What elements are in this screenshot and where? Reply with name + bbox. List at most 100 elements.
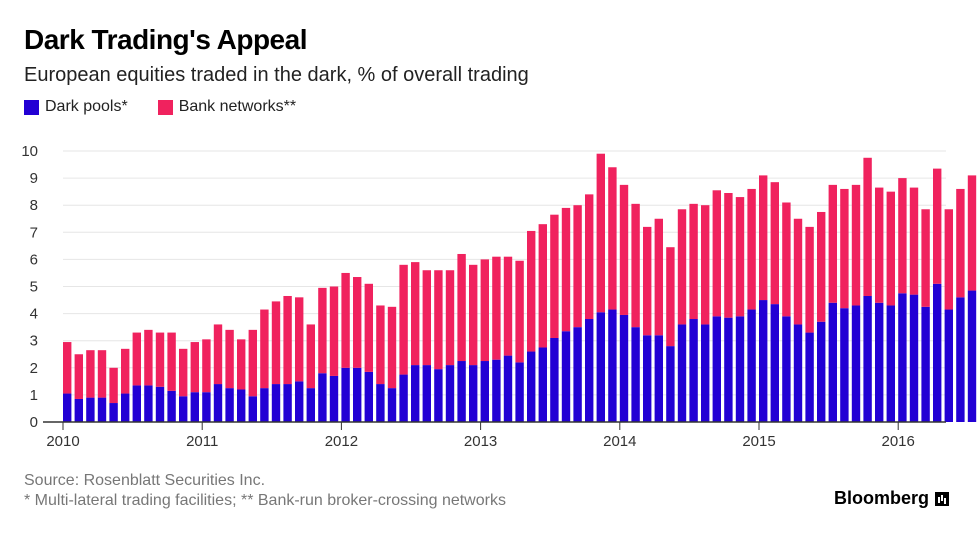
bar-dark-pools: [376, 384, 385, 422]
bar-bank-networks: [387, 306, 397, 389]
bar-bank-networks: [248, 329, 257, 397]
x-tick-label: 2014: [603, 433, 636, 450]
bar-bank-networks: [202, 339, 211, 393]
bar-bank-networks: [782, 202, 791, 317]
bar-bank-networks: [677, 209, 687, 325]
bar-bank-networks: [190, 342, 199, 393]
bar-bank-networks: [585, 194, 594, 320]
legend-swatch-dark-pools: [24, 99, 39, 115]
bar-dark-pools: [886, 305, 895, 422]
y-tick-label: 4: [30, 306, 38, 323]
bar-bank-networks: [329, 286, 339, 376]
source-note: Source: Rosenblatt Securities Inc.: [24, 472, 266, 489]
bar-dark-pools: [179, 396, 188, 422]
bar-bank-networks: [97, 350, 107, 398]
y-tick-label: 2: [30, 360, 38, 377]
bar-dark-pools: [573, 327, 582, 422]
bar-dark-pools: [851, 305, 861, 422]
brand-name: Bloomberg: [833, 488, 929, 508]
bar-dark-pools: [271, 384, 281, 422]
bar-bank-networks: [74, 354, 83, 399]
bar-dark-pools: [190, 392, 199, 422]
bar-bank-networks: [817, 211, 826, 322]
bar-dark-pools: [318, 373, 327, 422]
bar-bank-networks: [515, 260, 524, 363]
bar-bank-networks: [724, 193, 733, 318]
bar-dark-pools: [492, 359, 501, 422]
bar-dark-pools: [306, 388, 315, 422]
bar-bank-networks: [179, 348, 188, 397]
bar-bank-networks: [457, 253, 466, 362]
bar-bank-networks: [480, 259, 489, 362]
bar-dark-pools: [770, 304, 779, 422]
bar-dark-pools: [840, 308, 849, 422]
bar-bank-networks: [561, 207, 571, 332]
x-tick-label: 2016: [882, 433, 915, 450]
bar-dark-pools: [875, 302, 884, 422]
bar-bank-networks: [213, 324, 223, 385]
bar-bank-networks: [109, 367, 118, 404]
bar-bank-networks: [712, 190, 721, 317]
bar-bank-networks: [341, 272, 350, 368]
bar-dark-pools: [643, 335, 652, 422]
bar-dark-pools: [863, 295, 872, 422]
bar-bank-networks: [538, 224, 547, 348]
bar-dark-pools: [109, 403, 118, 422]
bar-dark-pools: [666, 346, 675, 422]
bar-dark-pools: [144, 385, 153, 422]
bar-bank-networks: [121, 348, 130, 394]
bar-bank-networks: [492, 256, 501, 360]
x-tick-label: 2010: [46, 433, 79, 450]
bar-dark-pools: [364, 371, 373, 422]
bar-bank-networks: [759, 175, 768, 301]
footnote: * Multi-lateral trading facilities; ** B…: [24, 492, 506, 509]
bar-bank-networks: [619, 184, 629, 315]
bar-bank-networks: [434, 270, 443, 370]
bar-dark-pools: [956, 297, 965, 422]
bar-bank-networks: [654, 218, 663, 336]
bar-dark-pools: [341, 367, 350, 422]
bar-dark-pools: [121, 393, 130, 422]
legend-label-bank-networks: Bank networks**: [178, 98, 297, 115]
bar-dark-pools: [213, 384, 223, 422]
bar-bank-networks: [944, 209, 953, 310]
bar-bank-networks: [933, 168, 942, 284]
bar-dark-pools: [921, 306, 930, 422]
bar-bank-networks: [225, 329, 234, 389]
bar-bank-networks: [898, 178, 907, 294]
bar-dark-pools: [260, 388, 269, 422]
bar-dark-pools: [387, 388, 397, 422]
chart-title: Dark Trading's Appeal: [24, 24, 307, 55]
bar-dark-pools: [631, 327, 640, 422]
bar-dark-pools: [782, 316, 791, 422]
y-tick-label: 5: [30, 279, 38, 296]
y-tick-label: 10: [21, 143, 38, 160]
bar-bank-networks: [353, 277, 362, 368]
bar-dark-pools: [898, 293, 907, 422]
bar-dark-pools: [248, 396, 257, 422]
bar-dark-pools: [909, 294, 919, 422]
bar-dark-pools: [329, 375, 339, 422]
bar-dark-pools: [445, 365, 455, 422]
bar-dark-pools: [933, 283, 942, 422]
bar-dark-pools: [399, 374, 408, 422]
bar-bank-networks: [828, 184, 837, 303]
bar-bank-networks: [735, 197, 745, 317]
bar-bank-networks: [840, 188, 849, 309]
bar-dark-pools: [805, 332, 814, 422]
bar-bank-networks: [237, 339, 246, 390]
bar-bank-networks: [86, 350, 95, 398]
bar-bank-networks: [701, 205, 710, 325]
bar-bank-networks: [503, 256, 513, 356]
bar-bank-networks: [863, 157, 872, 296]
bar-bank-networks: [364, 283, 373, 372]
bar-dark-pools: [677, 324, 687, 422]
bar-dark-pools: [97, 397, 107, 422]
bar-bank-networks: [260, 309, 269, 389]
bar-bank-networks: [921, 209, 930, 307]
bar-bank-networks: [155, 332, 165, 387]
bar-dark-pools: [155, 386, 165, 422]
bar-bank-networks: [909, 187, 919, 295]
bar-bank-networks: [886, 191, 895, 306]
bar-bank-networks: [527, 230, 536, 352]
